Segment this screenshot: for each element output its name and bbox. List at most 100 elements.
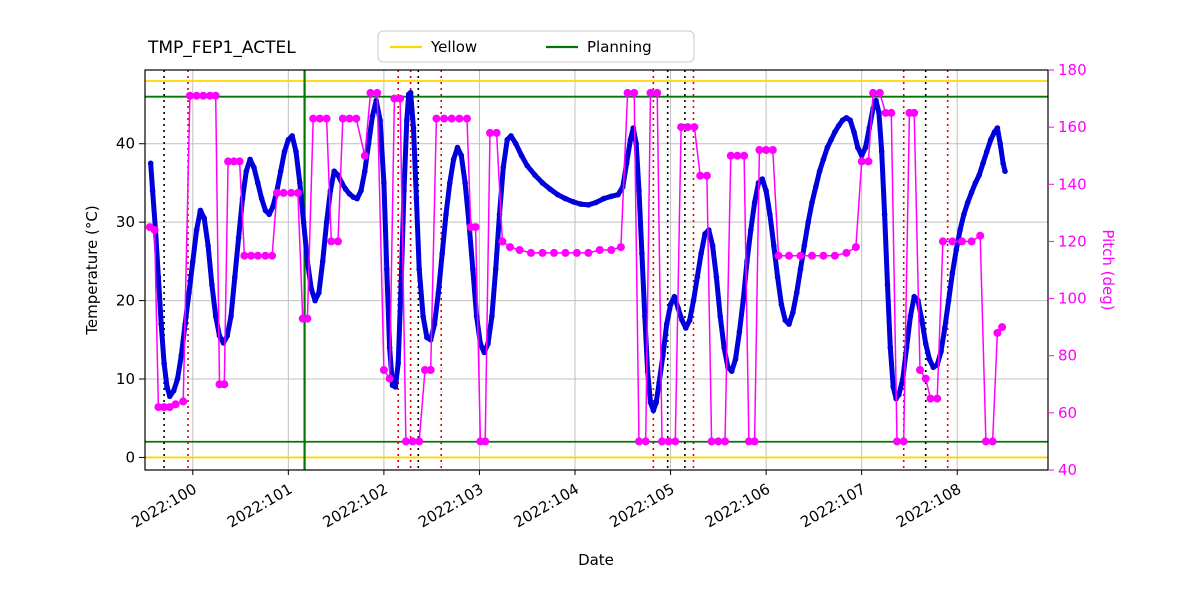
temperature-marker [270,203,276,210]
pitch-marker [696,171,705,180]
temperature-marker [690,297,697,304]
x-tick-label: 2022:108 [893,480,964,532]
pitch-marker [830,251,839,260]
pitch-marker [755,146,764,154]
temperature-marker [420,313,426,320]
temperature-marker [239,195,246,202]
temperature-marker [395,360,402,367]
pitch-marker [206,91,214,100]
temperature-marker [539,180,546,186]
pitch-marker [224,157,233,166]
temperature-marker [878,148,885,155]
temperature-marker [384,266,390,273]
pitch-marker [664,437,673,446]
temperature-marker [170,388,177,394]
temperature-marker [767,211,773,218]
pitch-marker [641,437,650,446]
temperature-marker [209,282,215,288]
temperature-marker [365,140,372,147]
temperature-marker [627,137,634,143]
temperature-marker [870,105,876,112]
temperature-marker [362,168,368,174]
pitch-marker [481,437,490,446]
temperature-marker [847,117,853,123]
temperature-marker [431,321,438,327]
pitch-marker [584,248,593,257]
temperature-marker [644,368,651,375]
pitch-marker [338,114,347,123]
temperature-marker [884,282,891,288]
y-tick-label-right: 160 [1058,118,1087,136]
temperature-marker [639,250,645,257]
pitch-marker [677,123,686,132]
temperature-marker [968,189,975,196]
temperature-marker [407,89,414,96]
temperature-marker [987,137,994,143]
pitch-marker [463,114,471,123]
temperature-marker [147,160,154,167]
temperature-marker [926,356,933,363]
temperature-marker [801,242,808,249]
pitch-marker [303,314,312,323]
pitch-marker [150,226,159,234]
pitch-marker [623,88,632,97]
pitch-marker [401,437,410,446]
legend-label-planning: Planning [587,38,652,56]
series-group [145,88,1008,446]
temperature-marker [873,97,879,104]
pitch-marker [327,237,336,246]
pitch-marker [506,243,514,252]
pitch-line [149,92,1003,443]
pitch-marker [774,251,783,260]
pitch-marker [253,251,262,260]
temperature-marker [470,266,476,273]
legend: Yellow Planning [377,30,695,63]
temperature-marker [416,266,423,273]
legend-label-yellow: Yellow [430,38,477,56]
temperature-marker [642,313,648,320]
temperature-marker [335,172,341,178]
pitch-marker [796,251,805,260]
temperature-marker [600,195,607,202]
pitch-marker [432,114,441,123]
temperature-marker [763,188,769,194]
temperature-marker [481,349,488,356]
pitch-marker [948,237,957,246]
temperature-marker [876,109,882,116]
pitch-marker [976,231,985,240]
y-tick-label-right: 120 [1058,232,1087,250]
temperature-marker [369,113,376,120]
pitch-marker [334,237,342,246]
temperature-marker [477,340,484,347]
pitch-marker [893,437,901,446]
y-axis-label-right: Pitch (deg) [1099,229,1117,310]
pitch-marker [842,248,851,257]
temperature-marker [748,227,754,233]
y-tick-label-right: 80 [1058,347,1077,365]
pitch-marker [933,394,942,403]
temperature-marker [435,289,442,296]
temperature-marker [346,191,353,197]
temperature-marker [653,399,659,406]
x-tick-label: 2022:107 [797,480,868,532]
pitch-marker [967,237,976,246]
pitch-marker [287,188,296,197]
pitch-marker [366,88,375,97]
temperature-marker [976,172,982,178]
pitch-marker [385,374,394,383]
temperature-marker [262,207,269,214]
pitch-marker [635,437,643,446]
pitch-marker [683,123,692,132]
temperature-marker [300,219,307,225]
temperature-marker [820,156,827,163]
temperature-marker [994,125,1001,131]
temperature-marker [319,258,326,265]
temperature-marker [504,137,511,143]
x-tick-label: 2022:101 [224,480,295,532]
pitch-marker [938,237,947,246]
pitch-marker [899,437,908,446]
pitch-marker [875,88,884,97]
temperature-marker [671,293,678,300]
temperature-marker [593,199,599,206]
pitch-marker [440,114,449,123]
